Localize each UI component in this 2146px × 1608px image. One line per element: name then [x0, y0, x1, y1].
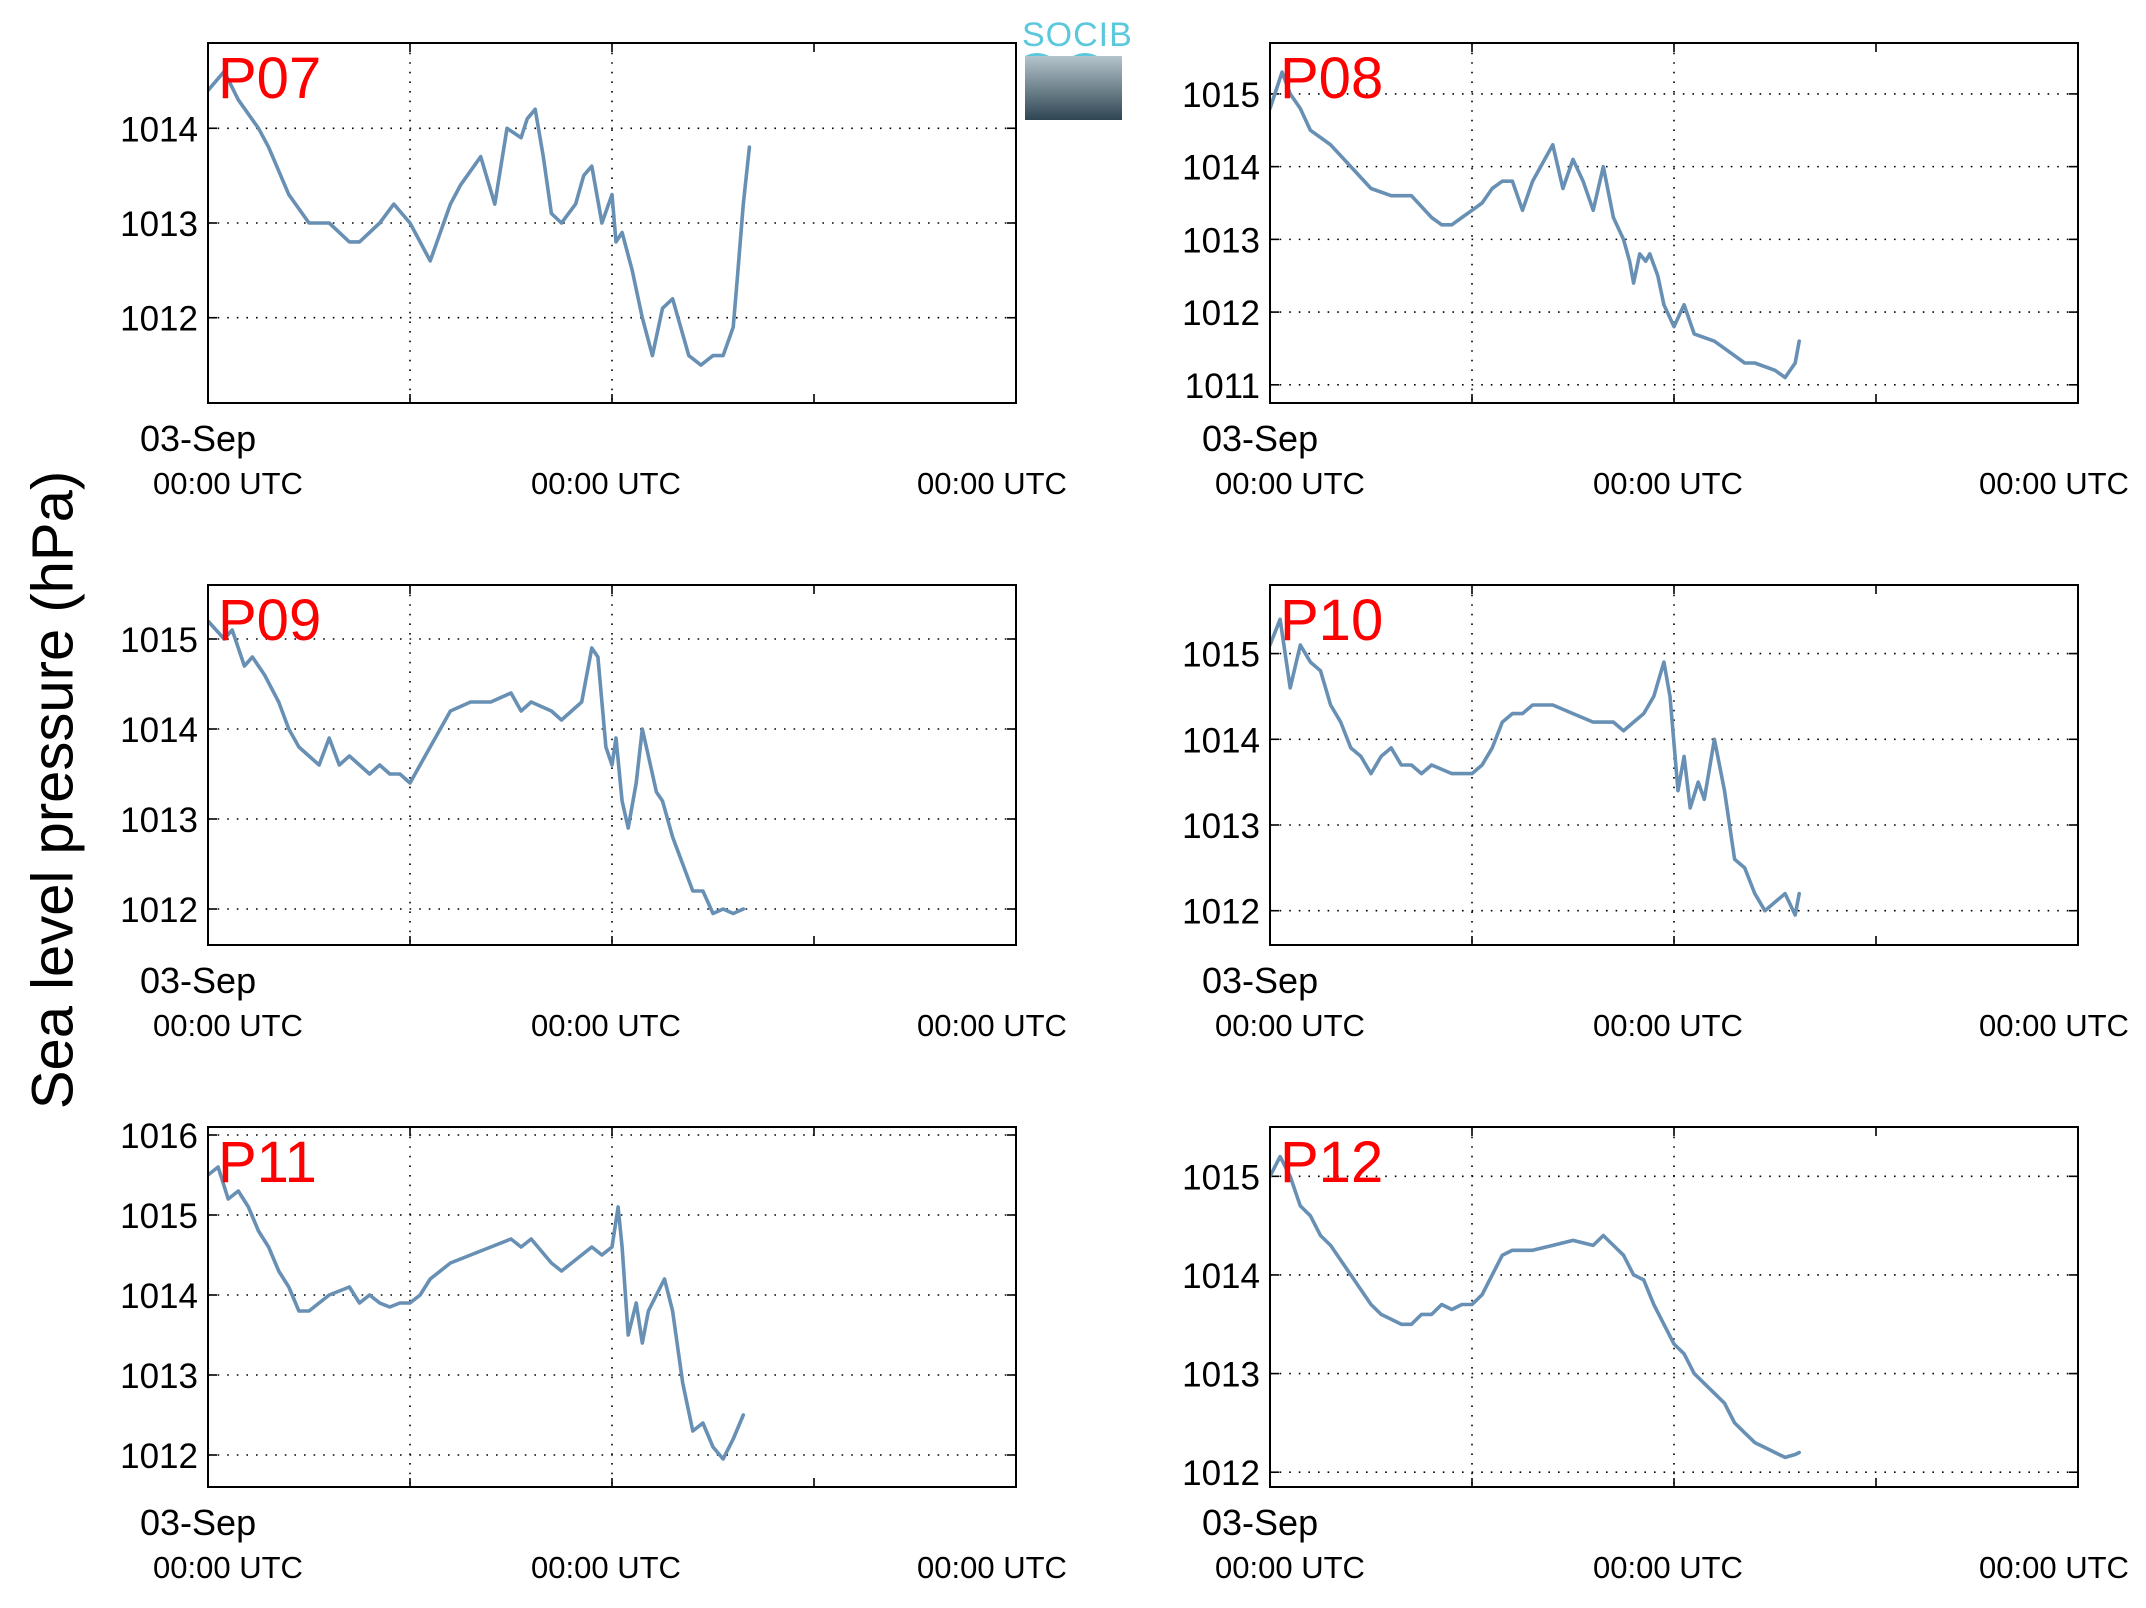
panel-title: P10 [1280, 588, 1383, 653]
y-tick-label: 1014 [120, 110, 198, 149]
x-tick-label: 00:00 UTC [153, 1008, 303, 1043]
panel-title: P11 [218, 1130, 317, 1195]
y-tick-label: 1013 [120, 205, 198, 244]
x-tick-label: 00:00 UTC [917, 1550, 1067, 1585]
panel-p07: 1012 1013 1014 00:00 UTC 00:00 UTC 00:00 UTC 0… [120, 42, 1067, 501]
y-tick-label: 1013 [1182, 807, 1260, 846]
socib-logo: SOCIB [1022, 16, 1133, 122]
y-tick-label: 1013 [1182, 1356, 1260, 1395]
y-tick-label: 1012 [1182, 1454, 1260, 1493]
plot-frame [207, 584, 1017, 946]
panel-title: P12 [1280, 1130, 1383, 1195]
socib-logo-text: SOCIB [1022, 16, 1133, 54]
y-tick-label: 1014 [120, 1277, 198, 1316]
x-tick-label: 00:00 UTC [1593, 466, 1743, 501]
y-tick-label: 1015 [1182, 76, 1260, 115]
y-tick-label: 1014 [1182, 1257, 1260, 1296]
x-tick-label: 00:00 UTC [1215, 1550, 1365, 1585]
y-tick-label: 1015 [1182, 1158, 1260, 1197]
x-tick-label: 00:00 UTC [531, 1550, 681, 1585]
x-tick-label: 00:00 UTC [1979, 466, 2129, 501]
x-tick-label: 00:00 UTC [1215, 466, 1365, 501]
x-date-label: 03-Sep [140, 1502, 256, 1543]
y-tick-label: 1013 [120, 801, 198, 840]
panel-p09: 1012 1013 1014 1015 00:00 UTC 00:00 UTC 00:00 … [120, 584, 1067, 1043]
panel-title: P09 [218, 588, 321, 653]
plot-frame [1269, 584, 2079, 946]
plot-frame [207, 1126, 1017, 1488]
panel-title: P07 [218, 46, 321, 111]
y-tick-label: 1015 [120, 1197, 198, 1236]
plot-frame [1269, 1126, 2079, 1488]
plot-frame [1269, 42, 2079, 404]
series-line-p10 [1270, 617, 1801, 917]
x-tick-label: 00:00 UTC [1593, 1008, 1743, 1043]
y-tick-label: 1014 [1182, 721, 1260, 760]
x-tick-label: 00:00 UTC [153, 466, 303, 501]
panel-p11: 1012 1013 1014 1015 1016 00:00 UTC 00:00 UTC 00… [120, 1117, 1067, 1585]
logo-gradient-box [1025, 56, 1122, 120]
y-tick-label: 1012 [1182, 893, 1260, 932]
y-tick-label: 1012 [1182, 294, 1260, 333]
x-tick-label: 00:00 UTC [1215, 1008, 1365, 1043]
x-tick-label: 00:00 UTC [1979, 1008, 2129, 1043]
y-tick-label: 1016 [120, 1117, 198, 1156]
y-tick-label: 1012 [120, 891, 198, 930]
x-tick-label: 00:00 UTC [531, 1008, 681, 1043]
y-tick-label: 1011 [1185, 367, 1260, 406]
y-tick-label: 1015 [120, 621, 198, 660]
x-date-label: 03-Sep [140, 418, 256, 459]
x-date-label: 03-Sep [1202, 418, 1318, 459]
panel-p10: 1012 1013 1014 1015 00:00 UTC 00:00 UTC 00:00 … [1182, 584, 2129, 1043]
y-tick-label: 1015 [1182, 636, 1260, 675]
y-tick-label: 1013 [1182, 221, 1260, 260]
x-tick-label: 00:00 UTC [531, 466, 681, 501]
y-tick-label: 1013 [120, 1357, 198, 1396]
x-date-label: 03-Sep [1202, 1502, 1318, 1543]
x-date-label: 03-Sep [1202, 960, 1318, 1001]
series-line-p09 [208, 619, 746, 916]
panel-p12: 1012 1013 1014 1015 00:00 UTC 00:00 UTC 00:00 … [1182, 1126, 2129, 1585]
y-tick-label: 1012 [120, 1437, 198, 1476]
x-tick-label: 00:00 UTC [917, 466, 1067, 501]
x-tick-label: 00:00 UTC [153, 1550, 303, 1585]
plot-frame [207, 42, 1017, 404]
series-line-p08 [1270, 70, 1801, 380]
x-tick-label: 00:00 UTC [1979, 1550, 2129, 1585]
y-tick-label: 1014 [120, 711, 198, 750]
series-line-p11 [208, 1165, 746, 1461]
series-line-p07 [208, 69, 752, 367]
panel-p08: 1011 1012 1013 1014 1015 00:00 UTC 00:00 UTC 00… [1182, 42, 2129, 501]
x-tick-label: 00:00 UTC [1593, 1550, 1743, 1585]
y-tick-label: 1012 [120, 300, 198, 339]
y-tick-label: 1014 [1182, 149, 1260, 188]
x-date-label: 03-Sep [140, 960, 256, 1001]
panel-title: P08 [1280, 46, 1383, 111]
x-tick-label: 00:00 UTC [917, 1008, 1067, 1043]
series-line-p12 [1270, 1154, 1801, 1460]
